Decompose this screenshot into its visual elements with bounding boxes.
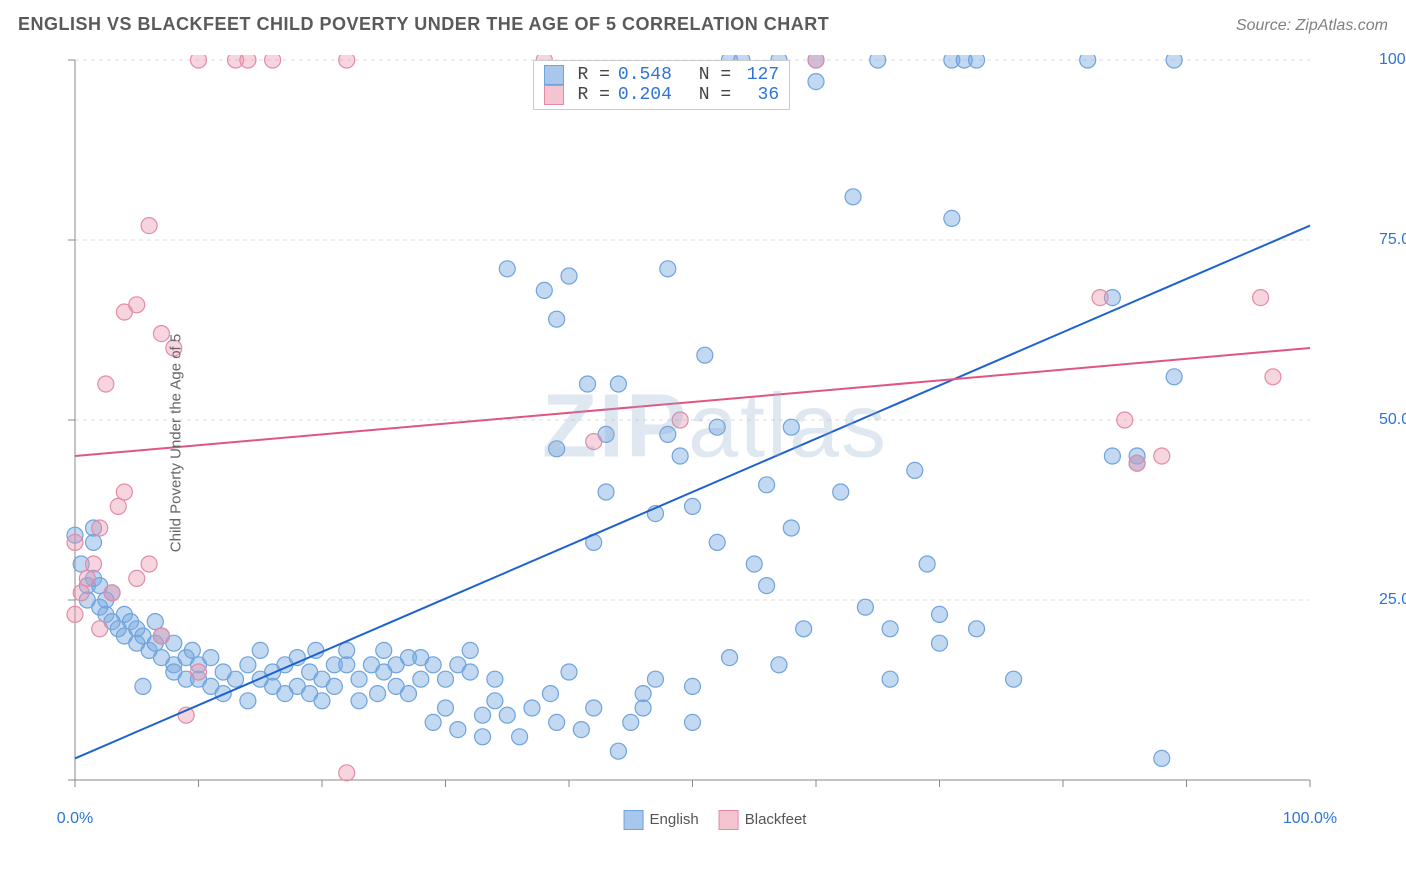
source-prefix: Source: <box>1236 17 1296 34</box>
x-tick-label: 100.0% <box>1283 810 1337 828</box>
source-name: ZipAtlas.com <box>1296 17 1388 34</box>
chart-source: Source: ZipAtlas.com <box>1236 17 1388 35</box>
series-swatch <box>544 65 564 85</box>
legend-label: Blackfeet <box>745 811 807 828</box>
legend-label: English <box>650 811 699 828</box>
stat-n-label: N = <box>699 85 731 105</box>
stat-r-label: R = <box>578 85 610 105</box>
chart-title: ENGLISH VS BLACKFEET CHILD POVERTY UNDER… <box>18 14 829 35</box>
stat-r-label: R = <box>578 65 610 85</box>
stat-r-value: 0.204 <box>618 85 672 105</box>
correlation-row: R = 0.204 N = 36 <box>544 85 780 105</box>
x-tick-label: 0.0% <box>57 810 93 828</box>
stat-r-value: 0.548 <box>618 65 672 85</box>
y-tick-label: 100.0% <box>1379 51 1406 69</box>
legend-swatch <box>624 810 644 830</box>
stat-n-value: 36 <box>739 85 779 105</box>
stat-n-label: N = <box>699 65 731 85</box>
legend-swatch <box>719 810 739 830</box>
correlation-legend: R = 0.548 N = 127R = 0.204 N = 36 <box>533 60 791 110</box>
y-axis-label: Child Poverty Under the Age of 5 <box>168 333 185 551</box>
stat-n-value: 127 <box>739 65 779 85</box>
legend-item: English <box>624 810 699 830</box>
y-tick-label: 75.0% <box>1379 231 1406 249</box>
series-swatch <box>544 85 564 105</box>
legend-item: Blackfeet <box>719 810 807 830</box>
correlation-row: R = 0.548 N = 127 <box>544 65 780 85</box>
chart-header: ENGLISH VS BLACKFEET CHILD POVERTY UNDER… <box>18 14 1388 35</box>
y-tick-label: 25.0% <box>1379 591 1406 609</box>
scatter-chart <box>55 55 1375 830</box>
y-tick-label: 50.0% <box>1379 411 1406 429</box>
plot-area: Child Poverty Under the Age of 5 ZIPatla… <box>55 55 1375 830</box>
series-legend: English Blackfeet <box>624 810 807 830</box>
